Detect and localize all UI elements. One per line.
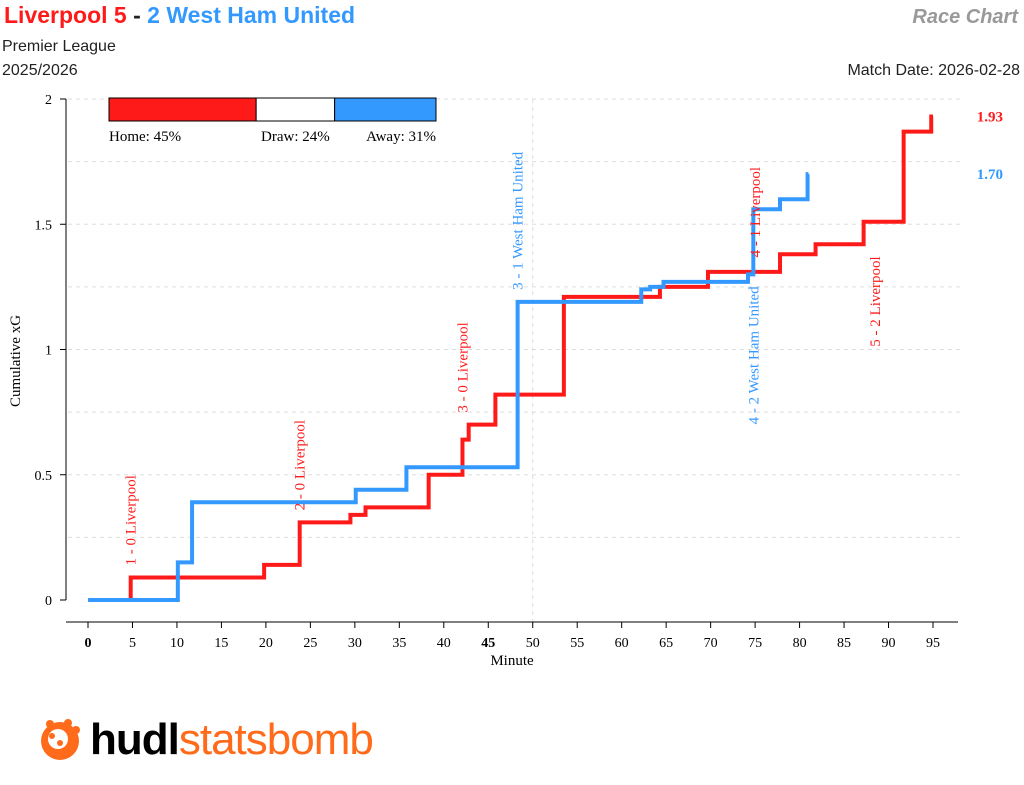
match-date: Match Date: 2026-02-28 [847,62,1020,79]
y-tick-label: 2 [45,93,52,108]
hudl-statsbomb-logo: hudl statsbomb [36,708,374,772]
away-xg-line [88,172,810,602]
chart-series: 1.93 1.70 [88,110,1003,602]
season: 2025/2026 [2,62,78,79]
x-tick-label: 50 [526,636,540,651]
x-tick-label: 85 [837,636,851,651]
x-tick-label: 25 [303,636,317,651]
y-tick-label: 0.5 [35,469,53,484]
y-tick-label: 0 [45,594,52,609]
x-tick-label: 45 [481,636,495,651]
x-tick-label: 5 [129,636,136,651]
x-tick-label: 75 [748,636,762,651]
home-xg-line [88,114,934,602]
y-axis-label: Cumulative xG [8,315,24,407]
x-tick-label: 15 [214,636,228,651]
x-tick-label: 10 [170,636,184,651]
x-tick-label: 35 [392,636,406,651]
home-team-name: Liverpool [4,2,108,28]
home-final-xg-label: 1.93 [977,110,1003,126]
x-tick-label: 90 [882,636,896,651]
x-axis-label: Minute [490,653,534,669]
x-tick-label: 60 [615,636,629,651]
x-tick-label: 70 [704,636,718,651]
chart-axes: 00.511.520 5 10 15 20 25 30 35 40 45 50 55 60 65 70 75 8… [35,93,958,651]
draw-label: Draw: 24% [261,129,330,145]
goal-label: 4 - 1 Liverpool [748,167,764,257]
x-tick-label: 65 [659,636,673,651]
x-tick-label: 30 [348,636,362,651]
y-tick-label: 1.5 [35,218,53,233]
away-team-name: West Ham United [166,2,356,28]
x-tick-label: 55 [570,636,584,651]
goal-label: 4 - 2 West Ham United [746,286,762,425]
statsbomb-logo-icon [41,719,80,760]
x-tick-label: 0 [85,636,92,651]
draw-segment [255,97,336,122]
race-chart: 00.511.520 5 10 15 20 25 30 35 40 45 50 55 60 65 70 75 8… [8,93,1003,669]
goal-label: 3 - 1 West Ham United [511,151,527,290]
competition-name: Premier League [2,38,116,55]
goal-annotations: 1 - 0 Liverpool 2 - 0 Liverpool 3 - 0 Live… [124,151,884,565]
goal-label: 3 - 0 Liverpool [455,322,471,412]
logo-text-hudl: hudl [90,715,180,764]
chart-type-label: Race Chart [912,6,1018,28]
goal-label: 2 - 0 Liverpool [293,420,309,510]
win-probability-bar: Home: 45% Draw: 24% Away: 31% [108,97,437,145]
home-win-label: Home: 45% [109,129,181,145]
goal-label: 5 - 2 Liverpool [868,256,884,346]
chart-grid [68,98,960,622]
y-tick-label: 1 [45,344,52,359]
score-separator: - [133,2,141,28]
logo-text-statsbomb: statsbomb [178,715,374,764]
x-tick-label: 95 [926,636,940,651]
away-final-xg-label: 1.70 [977,167,1003,183]
away-score: 2 [147,2,160,28]
goal-label: 1 - 0 Liverpool [124,475,140,565]
away-win-label: Away: 31% [366,129,436,145]
home-score: 5 [113,2,127,28]
away-win-segment [334,97,437,122]
x-tick-label: 40 [437,636,451,651]
home-win-segment [108,97,257,122]
match-title: Liverpool 5 - 2 West Ham United [4,2,355,29]
x-tick-label: 80 [793,636,807,651]
x-tick-label: 20 [259,636,273,651]
